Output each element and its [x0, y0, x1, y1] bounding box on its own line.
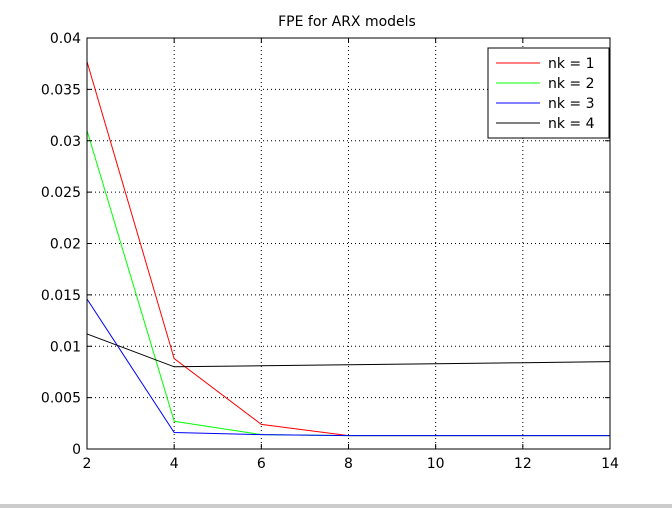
x-tick-label: 6 — [257, 456, 266, 472]
y-tick-label: 0.015 — [41, 288, 81, 304]
x-tick-label: 8 — [344, 456, 353, 472]
y-tick-label: 0.025 — [41, 185, 81, 201]
y-tick-label: 0.005 — [41, 391, 81, 407]
legend-label-nk-2: nk = 2 — [548, 76, 595, 92]
series-line-nk-3 — [86, 298, 610, 437]
legend-label-nk-3: nk = 3 — [548, 96, 595, 112]
y-tick-label: 0 — [72, 442, 81, 458]
legend-label-nk-4: nk = 4 — [548, 116, 595, 132]
y-tick-label: 0.02 — [50, 237, 81, 253]
series-line-nk-4 — [86, 333, 611, 368]
x-tick-label: 12 — [514, 456, 532, 472]
legend-label-nk-1: nk = 1 — [548, 56, 595, 72]
y-tick-label: 0.035 — [41, 82, 81, 98]
x-tick-label: 4 — [170, 456, 179, 472]
y-tick-label: 0.03 — [50, 134, 81, 150]
x-tick-label: 10 — [427, 456, 445, 472]
y-tick-label: 0.04 — [50, 31, 81, 47]
x-tick-label: 2 — [83, 456, 92, 472]
chart-title: FPE for ARX models — [278, 14, 416, 30]
x-tick-label: 14 — [601, 456, 619, 472]
y-tick-label: 0.01 — [50, 339, 81, 355]
